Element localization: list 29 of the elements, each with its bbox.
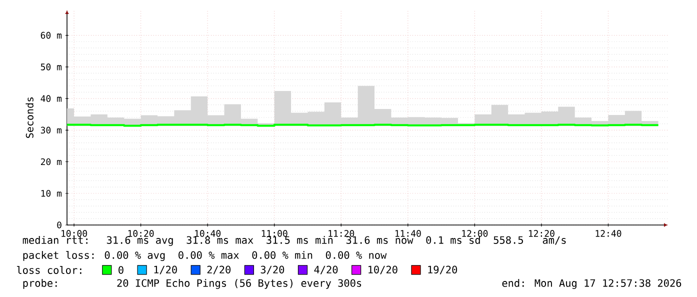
y-tick-label: 20 m: [40, 158, 62, 166]
legend-label: 19/20: [428, 266, 458, 274]
x-tick-label: 10:20: [128, 230, 154, 237]
x-tick-label: 11:00: [262, 230, 288, 237]
text: packet loss: 0.00 % avg 0.00 % max 0.00 % min 0.00 % now: [23, 251, 387, 261]
x-tick-label: 12:20: [528, 230, 554, 237]
y-axis-title: Seconds: [26, 97, 34, 138]
y-tick-label: 40 m: [40, 95, 62, 102]
legend-label: 1/20: [154, 266, 177, 274]
y-tick-label: 10 m: [41, 190, 62, 197]
legend-label: 4/20: [314, 266, 338, 274]
legend-title: loss color:: [17, 266, 82, 274]
text: median rtt: 31.6 ms avg 31.8 ms max 31.5 ms min 31.6 ms now 0.1 ms sd 558.5 am/s: [22, 236, 566, 246]
text: end: Mon Aug 17 12:57:38 2026: [502, 279, 682, 289]
legend-label: 0: [118, 266, 124, 274]
legend-label: 10/20: [368, 266, 398, 274]
x-tick-label: 11:40: [395, 230, 421, 237]
x-tick-label: 12:40: [596, 230, 622, 237]
legend-label: 3/20: [260, 266, 284, 274]
y-tick-label: 0: [57, 222, 62, 228]
x-tick-label: 11:20: [328, 230, 354, 237]
legend-label: 2/20: [207, 266, 231, 274]
x-tick-label: 10:00: [62, 230, 87, 237]
x-tick-label: 12:00: [462, 230, 488, 237]
y-tick-label: 60 m: [40, 32, 62, 39]
text: probe: 20 ICMP Echo Pings (56 Bytes) every 300s: [23, 279, 362, 289]
y-tick-label: 50 m: [40, 64, 62, 70]
y-tick-label: 30 m: [40, 126, 62, 134]
x-tick-label: 10:40: [195, 230, 221, 237]
